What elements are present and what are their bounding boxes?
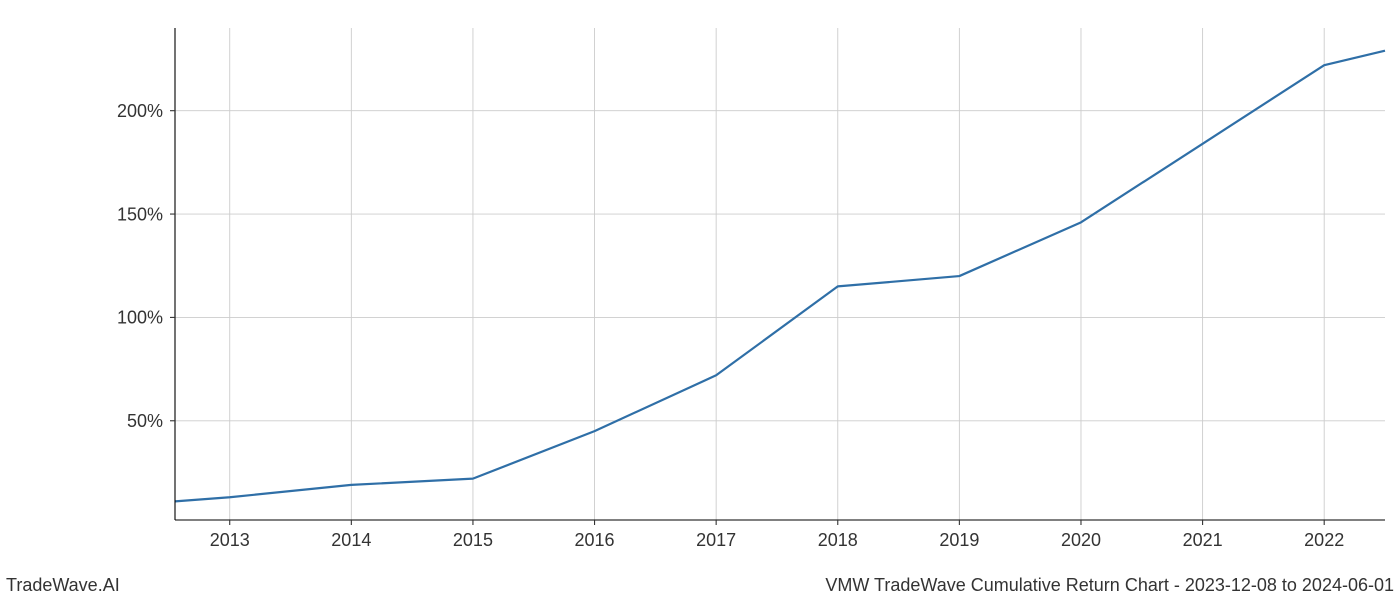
svg-text:2014: 2014 [331,530,371,550]
svg-text:2020: 2020 [1061,530,1101,550]
svg-text:100%: 100% [117,308,163,328]
line-chart-svg: 2013 2014 2015 2016 2017 2018 2019 2020 2021 2022… [0,0,1400,600]
cumulative-return-chart: 2013 2014 2015 2016 2017 2018 2019 2020 2021 2022… [0,0,1400,600]
svg-text:2018: 2018 [818,530,858,550]
svg-text:200%: 200% [117,101,163,121]
footer-caption: VMW TradeWave Cumulative Return Chart - … [825,575,1394,596]
footer-brand: TradeWave.AI [6,575,120,596]
svg-text:2021: 2021 [1183,530,1223,550]
svg-text:150%: 150% [117,204,163,224]
svg-text:2016: 2016 [575,530,615,550]
svg-text:2015: 2015 [453,530,493,550]
svg-text:2022: 2022 [1304,530,1344,550]
svg-text:2019: 2019 [939,530,979,550]
svg-text:50%: 50% [127,411,163,431]
svg-text:2017: 2017 [696,530,736,550]
svg-text:2013: 2013 [210,530,250,550]
